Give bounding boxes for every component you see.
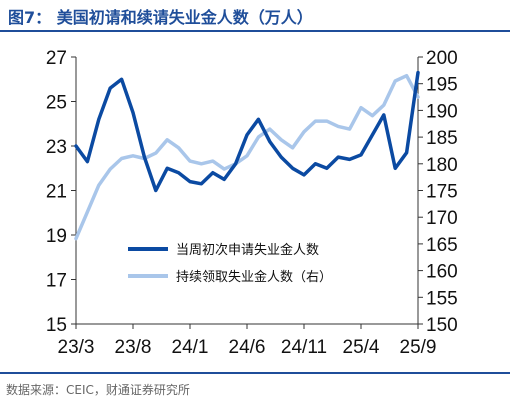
- dual-axis-line-chart: 27 25 23 21 19 17 15 200 195 190 185 180 175 170 165 16…: [46, 48, 458, 358]
- right-tick-label: 170: [426, 208, 458, 229]
- legend-label: 当周初次申请失业金人数: [176, 242, 319, 258]
- left-tick-label: 19: [46, 226, 67, 247]
- series-group: [74, 70, 420, 241]
- right-tick-label: 150: [426, 315, 458, 336]
- x-tick-label: 24/11: [281, 337, 327, 358]
- left-tick-label: 27: [46, 48, 67, 69]
- series-line-initial-claims: [74, 70, 420, 193]
- title-divider: [0, 30, 510, 32]
- right-tick-label: 155: [426, 288, 458, 309]
- right-tick-label: 165: [426, 235, 458, 256]
- left-tick-label: 21: [46, 182, 67, 203]
- x-tick-label: 25/9: [400, 337, 437, 358]
- x-tick-label: 24/6: [229, 337, 266, 358]
- footer-divider: [0, 372, 510, 374]
- left-tick-label: 25: [46, 93, 67, 114]
- legend-label: 持续领取失业金人数（右）: [176, 269, 332, 285]
- right-tick-label: 185: [426, 128, 458, 149]
- right-tick-label: 175: [426, 182, 458, 203]
- right-tick-label: 180: [426, 155, 458, 176]
- right-tick-label: 160: [426, 262, 458, 283]
- left-tick-label: 17: [46, 271, 67, 292]
- x-tick-label: 23/8: [115, 337, 152, 358]
- data-source-note: 数据来源：CEIC，财通证券研究所: [6, 383, 190, 397]
- legend-item-continuing-claims: 持续领取失业金人数（右）: [128, 269, 332, 285]
- left-tick-label: 15: [46, 315, 67, 336]
- x-tick-label: 24/1: [172, 337, 209, 358]
- right-tick-label: 195: [426, 75, 458, 96]
- series-line-continuing-claims: [74, 73, 420, 241]
- axes-group: 27 25 23 21 19 17 15 200 195 190 185 180 175 170 165 16…: [46, 48, 458, 358]
- left-tick-label: 23: [46, 137, 67, 158]
- right-tick-label: 200: [426, 48, 458, 69]
- chart-title: 图7： 美国初请和续请失业金人数（万人）: [8, 8, 313, 27]
- right-tick-label: 190: [426, 101, 458, 122]
- legend-item-initial-claims: 当周初次申请失业金人数: [128, 242, 319, 258]
- x-tick-label: 23/3: [58, 337, 95, 358]
- x-tick-label: 25/4: [343, 337, 380, 358]
